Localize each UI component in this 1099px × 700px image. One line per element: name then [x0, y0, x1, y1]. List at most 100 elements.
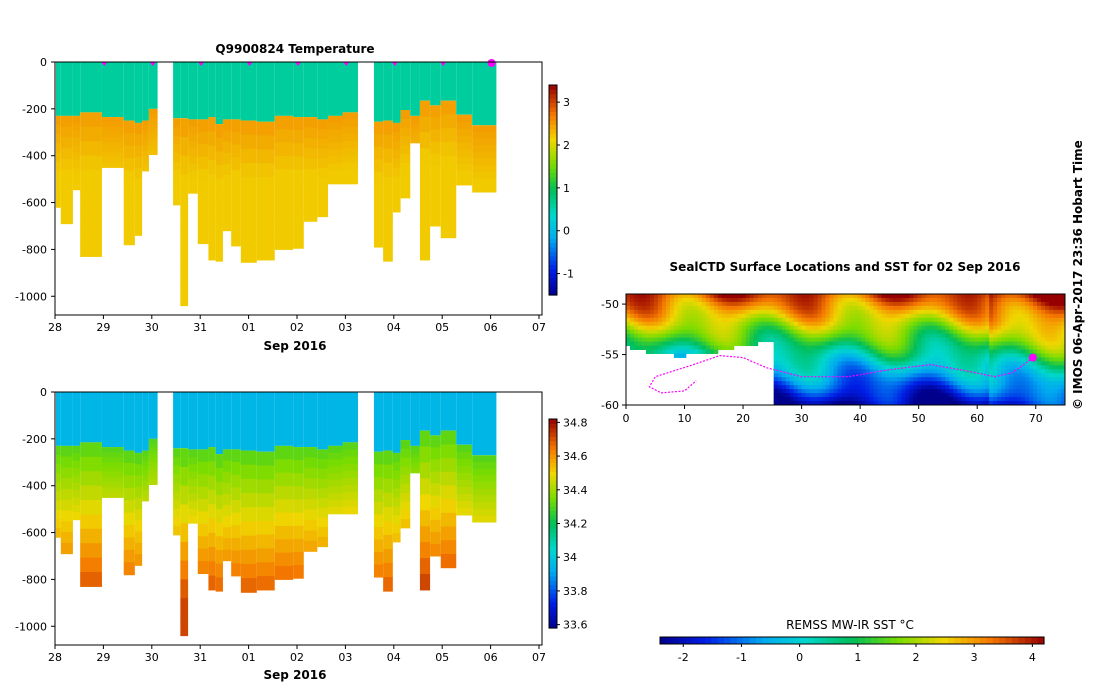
colorbar-segment — [549, 540, 557, 546]
sst-cell — [773, 361, 779, 366]
sst-cell — [661, 297, 667, 303]
sst-cell — [945, 385, 950, 390]
sst-cell — [1009, 401, 1014, 406]
sst-cell — [997, 313, 1002, 319]
sst-cell — [833, 345, 839, 350]
salinity-cell — [123, 549, 135, 563]
sst-cell — [897, 317, 902, 323]
temperature-profile — [342, 62, 358, 185]
salinity-surface-cell — [303, 392, 318, 448]
temperature-cell — [222, 141, 232, 154]
sst-cell — [853, 333, 858, 339]
colorbar-segment — [549, 106, 557, 112]
colorbar-segment — [692, 637, 699, 644]
temperature-cell — [188, 148, 198, 157]
sst-cell — [993, 321, 998, 327]
sst-cell — [893, 357, 898, 362]
sst-cell — [649, 341, 655, 347]
sst-cell — [801, 393, 807, 398]
colorbar-segment — [549, 510, 557, 516]
x-tick-label: 20 — [736, 412, 750, 425]
temperature-cell — [472, 165, 497, 173]
salinity-cell — [293, 473, 304, 487]
sst-cell — [801, 294, 807, 299]
sst-cell — [1017, 393, 1022, 398]
temperature-cell — [80, 242, 102, 257]
sst-cell — [793, 357, 799, 362]
salinity-surface-cell — [60, 392, 73, 446]
temperature-cell — [419, 132, 431, 149]
sst-cell — [881, 353, 886, 358]
salinity-cell — [410, 445, 420, 450]
sst-cell — [833, 297, 839, 303]
salinity-cell — [55, 509, 61, 520]
temperature-profile — [134, 62, 143, 236]
salinity-cell — [317, 449, 328, 460]
temperature-cell — [373, 209, 384, 223]
sst-cell — [1041, 357, 1046, 362]
sst-cell — [965, 385, 970, 390]
sst-cell — [849, 301, 854, 307]
sst-cell — [1009, 325, 1014, 331]
sst-cell — [797, 317, 803, 323]
sst-cell — [949, 333, 954, 339]
sst-cell — [1021, 353, 1026, 358]
sst-cell — [1033, 361, 1038, 366]
sst-cell — [905, 373, 910, 378]
sst-cell — [1005, 369, 1010, 374]
sst-cell — [965, 341, 970, 347]
salinity-cell — [123, 525, 135, 538]
sst-cell — [757, 329, 763, 335]
sst-cell — [749, 341, 755, 347]
salinity-cell — [419, 462, 431, 479]
sst-cell — [729, 317, 735, 323]
sst-cell — [973, 369, 978, 374]
sst-cell — [969, 305, 974, 311]
sst-cell — [781, 294, 787, 299]
sst-cell — [825, 333, 831, 339]
sst-cell — [941, 393, 946, 398]
sst-cell — [689, 301, 695, 307]
sst-cell — [801, 313, 807, 319]
sst-cell — [673, 341, 679, 347]
sst-cell — [865, 377, 870, 382]
sst-cell — [1029, 365, 1034, 370]
salinity-cell — [231, 512, 241, 526]
temperature-cell — [197, 206, 209, 220]
sst-cell — [1041, 341, 1046, 347]
sst-cell — [1041, 397, 1046, 402]
salinity-cell — [456, 444, 473, 453]
sst-cell — [765, 305, 771, 311]
colorbar-segment — [839, 637, 847, 644]
sst-cell — [781, 385, 787, 390]
sst-cell — [933, 333, 938, 339]
sst-cell — [785, 393, 791, 398]
colorbar-segment — [549, 571, 557, 577]
sst-cell — [725, 333, 731, 339]
temperature-cell — [208, 217, 216, 232]
sst-cell — [941, 297, 946, 303]
sst-cell — [809, 337, 815, 343]
sst-cell — [769, 321, 775, 327]
sst-cell — [993, 381, 998, 386]
sst-cell — [913, 401, 918, 406]
sst-cell — [969, 401, 974, 406]
sst-cell — [685, 349, 691, 354]
sst-cell — [693, 349, 699, 354]
sst-cell — [957, 329, 962, 335]
sst-cell — [1053, 401, 1058, 406]
salinity-surface-cell — [383, 392, 393, 451]
sst-cell — [733, 305, 739, 311]
sst-cell — [709, 325, 715, 331]
sst-cell — [893, 301, 898, 307]
sst-cell — [785, 381, 791, 386]
colorbar-frame — [659, 636, 1045, 645]
sst-cell — [925, 401, 930, 406]
temperature-surface-cell — [456, 62, 473, 115]
sst-cell — [1033, 329, 1038, 335]
sst-cell — [1061, 353, 1066, 358]
salinity-cell — [342, 449, 358, 458]
sst-cell — [669, 301, 675, 307]
sst-cell — [873, 301, 878, 307]
sst-cell — [753, 337, 759, 343]
